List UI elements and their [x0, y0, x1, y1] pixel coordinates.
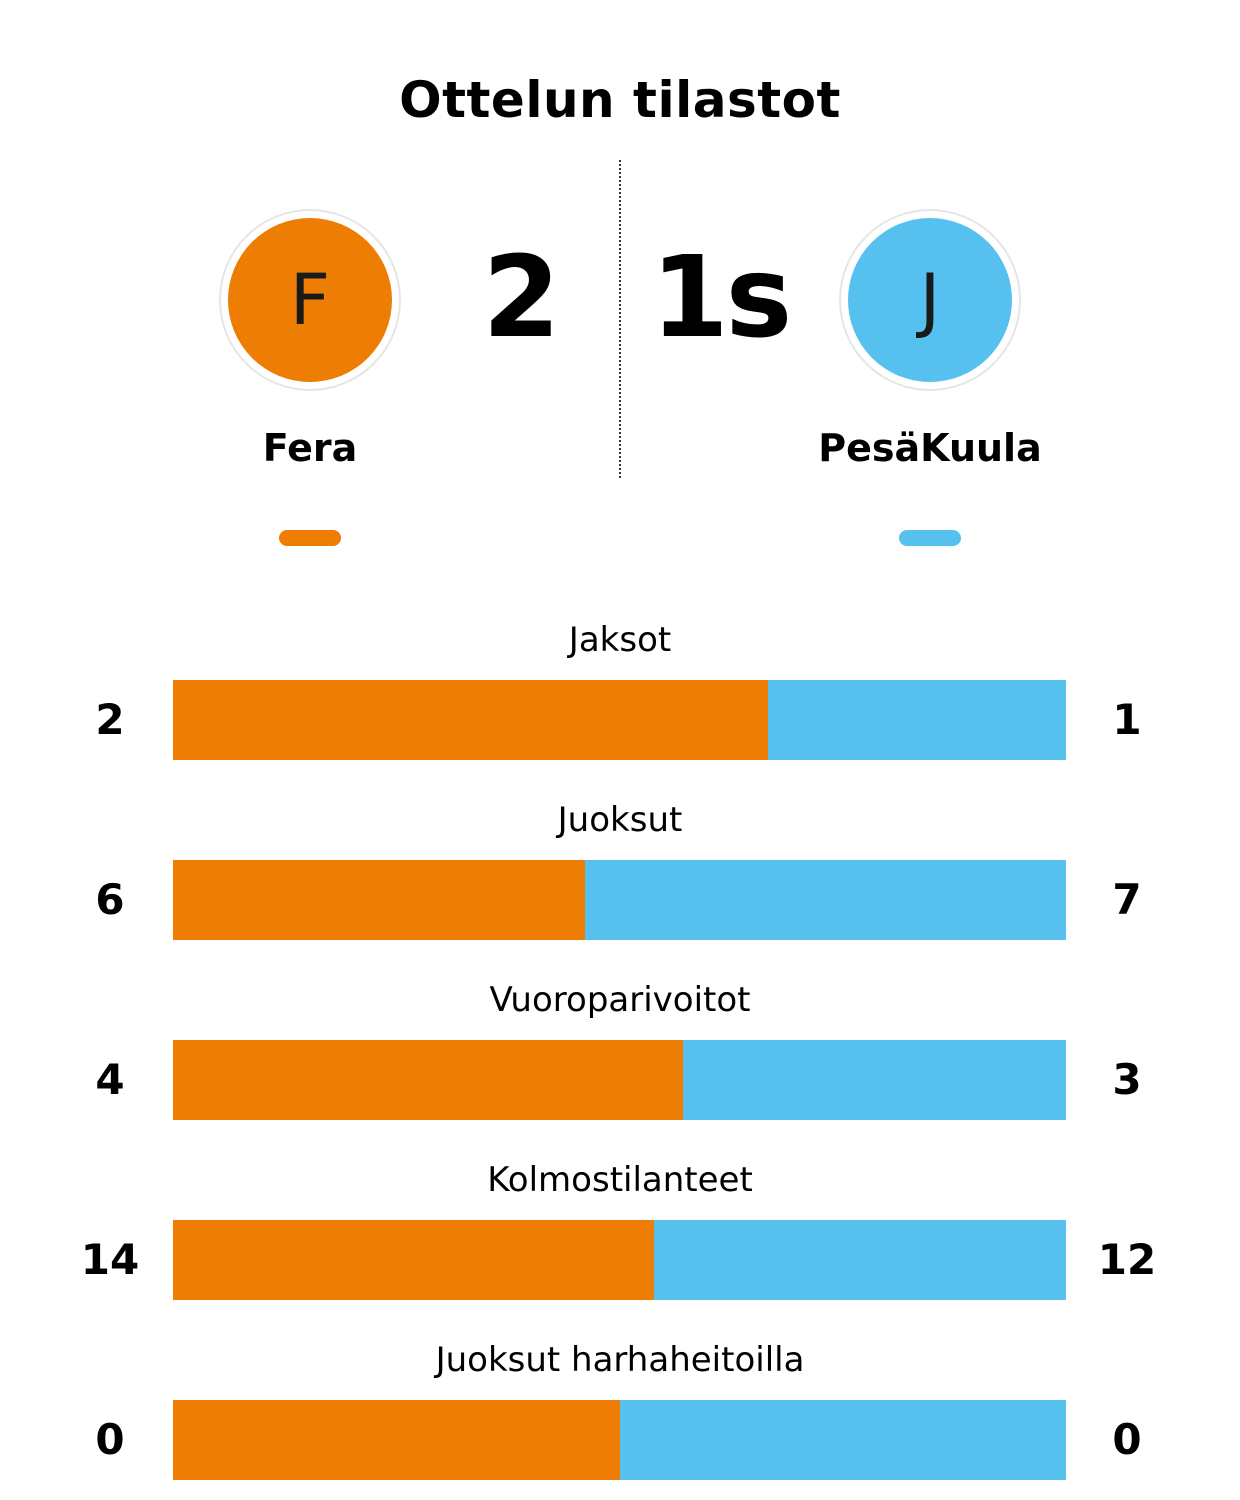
- home-team-name: Fera: [262, 426, 358, 470]
- stat-bar: [173, 1220, 1066, 1300]
- stat-label: Juoksut harhaheitoilla: [435, 1340, 805, 1380]
- away-score: 1s: [650, 233, 793, 363]
- home-bar-segment: [173, 1220, 654, 1300]
- home-bar-segment: [173, 1400, 620, 1480]
- away-team-logo: J: [839, 209, 1021, 391]
- away-legend-swatch: [899, 530, 961, 546]
- away-bar-segment: [654, 1220, 1066, 1300]
- home-team-initial: F: [228, 218, 392, 382]
- stat-bar: [173, 860, 1066, 940]
- stat-bar: [173, 1400, 1066, 1480]
- away-stat-value: 7: [1112, 875, 1142, 924]
- home-score: 2: [482, 233, 561, 363]
- away-stat-value: 3: [1112, 1055, 1142, 1104]
- away-bar-segment: [683, 1040, 1066, 1120]
- home-stat-value: 0: [95, 1415, 125, 1464]
- home-stat-value: 14: [80, 1235, 140, 1284]
- home-stat-value: 2: [95, 695, 125, 744]
- stat-bar: [173, 680, 1066, 760]
- away-team-initial: J: [848, 218, 1012, 382]
- home-stat-value: 6: [95, 875, 125, 924]
- home-legend-swatch: [279, 530, 341, 546]
- stat-bar: [173, 1040, 1066, 1120]
- home-bar-segment: [173, 1040, 683, 1120]
- stat-label: Juoksut: [557, 800, 683, 840]
- home-team-logo: F: [219, 209, 401, 391]
- home-stat-value: 4: [95, 1055, 125, 1104]
- home-bar-segment: [173, 860, 585, 940]
- away-bar-segment: [585, 860, 1066, 940]
- away-stat-value: 0: [1112, 1415, 1142, 1464]
- away-stat-value: 12: [1097, 1235, 1157, 1284]
- away-bar-segment: [768, 680, 1066, 760]
- stat-label: Jaksot: [568, 620, 672, 660]
- page-title: Ottelun tilastot: [399, 71, 841, 129]
- stat-label: Kolmostilanteet: [487, 1160, 753, 1200]
- score-divider: [619, 160, 621, 478]
- away-stat-value: 1: [1112, 695, 1142, 744]
- stat-label: Vuoroparivoitot: [489, 980, 751, 1020]
- away-bar-segment: [620, 1400, 1066, 1480]
- away-team-name: PesäKuula: [818, 426, 1042, 470]
- home-bar-segment: [173, 680, 768, 760]
